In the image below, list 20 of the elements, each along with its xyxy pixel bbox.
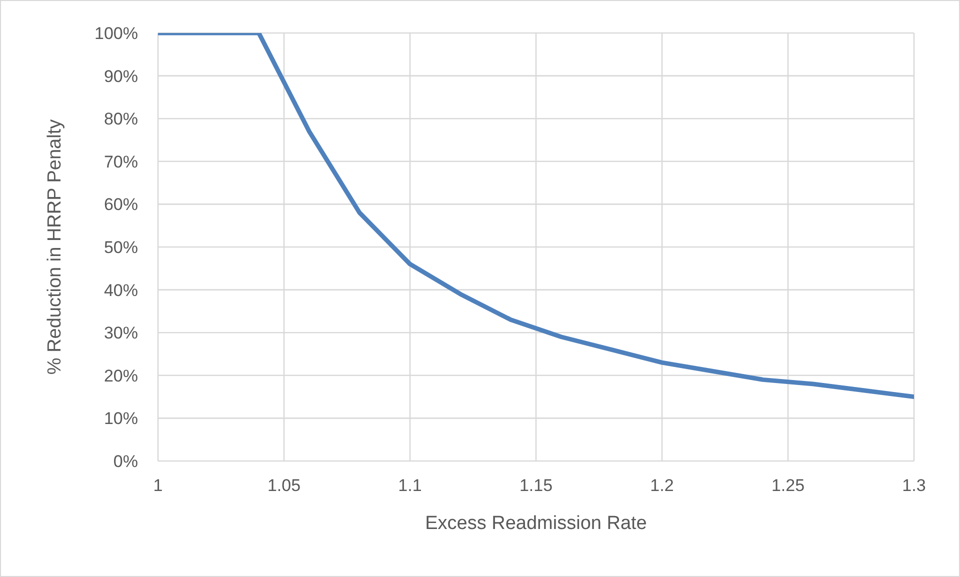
x-tick-label: 1.3 <box>902 476 926 496</box>
x-tick-label: 1.15 <box>519 476 553 496</box>
y-axis-title: % Reduction in HRRP Penalty <box>44 118 66 375</box>
x-tick-label: 1.25 <box>771 476 805 496</box>
x-tick-label: 1.2 <box>650 476 674 496</box>
x-tick-label: 1.05 <box>267 476 301 496</box>
x-tick-label: 1.1 <box>398 476 422 496</box>
x-axis-title: Excess Readmission Rate <box>425 513 647 534</box>
y-tick-label: 100% <box>94 24 138 44</box>
y-tick-label: 90% <box>104 66 138 86</box>
y-tick-label: 60% <box>104 195 138 214</box>
y-tick-label: 30% <box>104 324 138 343</box>
y-tick-label: 40% <box>104 280 138 300</box>
y-tick-label: 20% <box>104 366 138 386</box>
x-tick-label: 1 <box>153 476 163 496</box>
y-tick-label: 0% <box>113 452 138 472</box>
y-tick-label: 50% <box>104 238 138 258</box>
y-tick-label: 70% <box>104 152 138 172</box>
y-tick-label: 80% <box>104 110 138 129</box>
y-tick-label: 10% <box>104 409 138 428</box>
